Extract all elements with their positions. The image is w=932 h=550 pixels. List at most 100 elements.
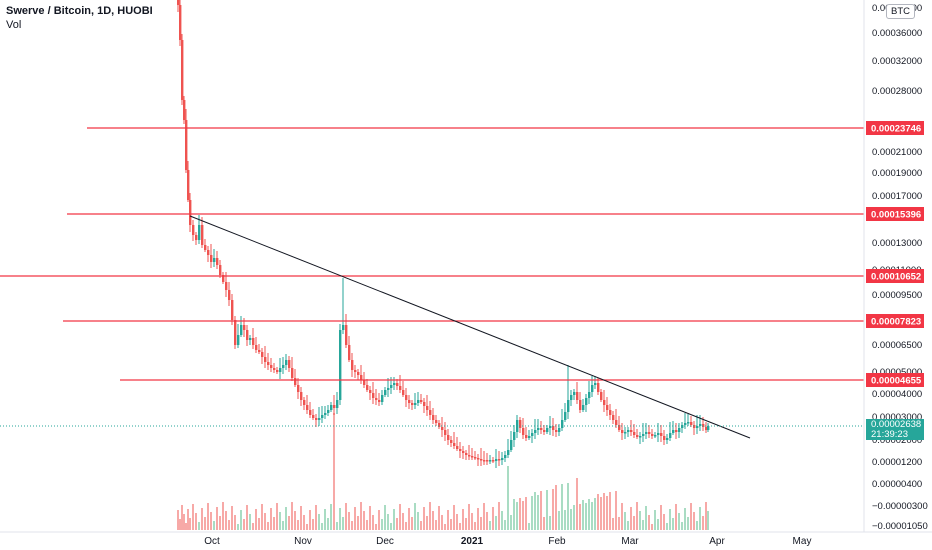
candle-body <box>306 405 309 410</box>
volume-bar <box>201 508 203 530</box>
candle-body <box>525 435 528 438</box>
volume-bar <box>576 478 578 530</box>
candle-body <box>285 360 288 365</box>
time-tick-label: 2021 <box>461 536 484 547</box>
volume-bar <box>690 503 692 530</box>
candle-body <box>705 427 708 430</box>
candle-body <box>630 430 633 432</box>
volume-bar <box>179 519 181 530</box>
volume-bar <box>438 506 440 530</box>
volume-bar <box>187 509 189 530</box>
candle-body <box>474 457 477 459</box>
volume-bar <box>519 498 521 530</box>
candle-body <box>480 459 483 461</box>
candle-body <box>393 383 396 385</box>
candle-body <box>618 425 621 430</box>
candle-body <box>498 459 501 461</box>
candles <box>177 0 710 468</box>
volume-bar <box>240 510 242 530</box>
price-tick-label: 0.00009500 <box>872 290 922 301</box>
volume-bar <box>315 505 317 530</box>
volume-bar <box>486 512 488 530</box>
time-tick-label: Dec <box>376 536 394 547</box>
candle-body <box>183 100 186 120</box>
candle-body <box>375 398 378 400</box>
volume-bar <box>366 520 368 530</box>
price-tick-label: 0.00000400 <box>872 479 922 490</box>
volume-bar <box>390 523 392 530</box>
candle-body <box>402 390 405 395</box>
volume-bar <box>639 511 641 530</box>
candle-body <box>468 455 471 457</box>
candle-body <box>348 345 351 360</box>
candle-body <box>420 400 423 402</box>
volume-bar <box>276 503 278 530</box>
candle-body <box>507 450 510 455</box>
price-tick-label: 0.00001200 <box>872 457 922 468</box>
candle-body <box>405 395 408 400</box>
trendline <box>189 215 751 439</box>
candle-body <box>663 436 666 440</box>
price-tick-label: 0.00002000 <box>872 435 922 446</box>
price-tick-label: 0.00004000 <box>872 389 922 400</box>
volume-bar <box>453 505 455 530</box>
candle-body <box>603 400 606 405</box>
volume-label[interactable]: Vol <box>6 19 22 31</box>
volume-bar <box>198 522 200 530</box>
candle-body <box>276 370 279 372</box>
volume-bar <box>411 517 413 530</box>
candle-body <box>288 360 291 368</box>
price-tick-label: 0.00021000 <box>872 147 922 158</box>
volume-bar <box>282 521 284 530</box>
candle-body <box>537 428 540 430</box>
volume-bar <box>381 519 383 530</box>
volume-bar <box>339 508 341 530</box>
candle-body <box>435 420 438 423</box>
candle-body <box>609 410 612 415</box>
level-badge-label: 0.00010652 <box>871 272 921 283</box>
candle-body <box>621 430 624 433</box>
volume-bar <box>534 492 536 530</box>
volume-bar <box>707 511 709 530</box>
volume-bar <box>336 522 338 530</box>
volume-bar <box>666 523 668 530</box>
candle-body <box>192 225 195 235</box>
volume-bar <box>450 519 452 530</box>
volume-bar <box>252 523 254 530</box>
volume-bar <box>222 502 224 530</box>
volume-bar <box>387 514 389 530</box>
volume-bar <box>237 524 239 530</box>
volume-bar <box>429 502 431 530</box>
candle-body <box>522 428 525 435</box>
candle-body <box>654 435 657 437</box>
volume-bar <box>627 521 629 530</box>
volume-bar <box>444 524 446 530</box>
candle-body <box>378 400 381 402</box>
candle-body <box>423 402 426 406</box>
symbol-title[interactable]: Swerve / Bitcoin, 1D, HUOBI <box>6 5 153 17</box>
candle-body <box>549 426 552 428</box>
volume-bar <box>675 504 677 530</box>
volume-bar <box>489 521 491 530</box>
candle-body <box>261 352 264 357</box>
candle-body <box>213 258 216 262</box>
volume-bar <box>477 508 479 530</box>
volume-bar <box>291 502 293 530</box>
volume-bar <box>417 512 419 530</box>
time-tick-label: Oct <box>204 536 220 547</box>
candle-body <box>282 365 285 368</box>
candle-body <box>258 350 261 352</box>
volume-bar <box>501 511 503 530</box>
time-tick-label: Mar <box>621 536 639 547</box>
candle-body <box>699 424 702 426</box>
candle-body <box>237 335 240 345</box>
volume-bar <box>630 507 632 530</box>
candle-body <box>453 443 456 446</box>
volume-bar <box>285 507 287 530</box>
volume-bar <box>522 501 524 530</box>
candle-body <box>219 265 222 275</box>
candle-body <box>429 410 432 415</box>
currency-button[interactable]: BTC <box>886 4 915 19</box>
volume-bar <box>672 518 674 530</box>
